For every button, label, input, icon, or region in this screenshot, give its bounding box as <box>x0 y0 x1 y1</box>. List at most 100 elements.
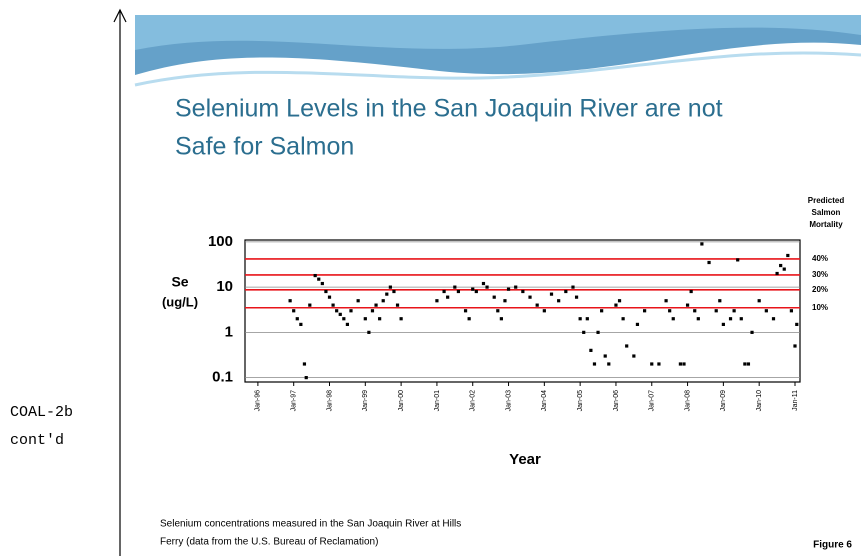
x-tick-label: Jan-97 <box>291 390 298 412</box>
reference-title: Predicted <box>808 196 845 205</box>
data-point <box>743 362 747 366</box>
data-point <box>635 322 640 327</box>
chart-title: Selenium Levels in the San Joaquin River… <box>175 95 723 123</box>
caption: Ferry (data from the U.S. Bureau of Recl… <box>160 537 378 548</box>
data-point <box>485 285 489 289</box>
data-point <box>786 253 790 258</box>
data-point <box>625 344 629 348</box>
data-point <box>308 303 312 307</box>
data-point <box>292 309 296 313</box>
data-point <box>779 263 783 268</box>
data-point <box>356 299 360 303</box>
data-point <box>650 362 654 366</box>
margin-note: COAL-2b <box>10 404 73 421</box>
x-tick-label: Jan-11 <box>792 390 799 411</box>
data-point <box>621 317 625 321</box>
data-point <box>367 330 371 334</box>
x-tick-label: Jan-00 <box>398 390 405 412</box>
data-point <box>682 362 686 366</box>
data-point <box>542 309 546 313</box>
data-point <box>764 309 768 313</box>
data-point <box>718 299 722 303</box>
data-point <box>582 330 586 334</box>
data-point <box>399 317 403 321</box>
data-point <box>617 299 622 303</box>
data-point <box>574 295 579 299</box>
data-point <box>521 289 525 294</box>
x-tick-label: Jan-02 <box>470 390 477 412</box>
data-point <box>793 344 797 348</box>
data-point <box>789 309 794 313</box>
x-tick-label: Jan-08 <box>684 390 691 412</box>
data-point <box>435 299 439 303</box>
data-point <box>693 309 697 313</box>
x-tick-label: Jan-09 <box>720 390 727 412</box>
data-point <box>295 317 299 321</box>
data-point <box>707 260 711 265</box>
data-point <box>782 267 786 271</box>
data-point <box>385 292 389 296</box>
data-point <box>596 330 600 334</box>
x-tick-label: Jan-01 <box>434 390 441 412</box>
y-tick-label: 0.1 <box>212 369 233 386</box>
data-point <box>320 281 324 286</box>
chart-title: Safe for Salmon <box>175 133 354 161</box>
data-point <box>324 289 328 294</box>
data-point <box>302 362 307 366</box>
data-point <box>503 299 507 303</box>
x-tick-label: Jan-05 <box>577 390 584 412</box>
data-point <box>496 309 500 313</box>
data-point <box>728 317 733 321</box>
margin-arrow <box>113 8 127 23</box>
data-point <box>795 322 799 327</box>
y-axis-label: (ug/L) <box>162 294 198 309</box>
data-point <box>739 317 743 321</box>
reference-label: 10% <box>812 303 828 312</box>
data-point <box>535 303 539 307</box>
x-tick-label: Jan-98 <box>326 390 333 412</box>
data-point <box>528 295 532 299</box>
data-point <box>571 285 575 289</box>
data-point <box>721 322 725 327</box>
wave <box>135 15 861 50</box>
reference-label: 20% <box>812 285 828 294</box>
reference-title: Salmon <box>812 208 841 217</box>
data-point <box>345 322 350 327</box>
data-point <box>463 309 468 313</box>
data-point <box>685 303 690 307</box>
data-point <box>467 317 471 321</box>
data-point <box>471 287 475 291</box>
data-point <box>481 281 486 286</box>
data-point <box>632 354 636 358</box>
data-point <box>363 317 367 321</box>
data-point <box>614 303 618 307</box>
data-point <box>607 362 611 366</box>
y-tick-label: 1 <box>225 323 233 340</box>
data-point <box>474 289 478 294</box>
x-tick-label: Jan-10 <box>756 390 763 412</box>
reference-title: Mortality <box>809 220 843 229</box>
data-point <box>585 317 589 321</box>
data-point <box>392 289 396 294</box>
x-tick-label: Jan-96 <box>255 390 262 412</box>
x-axis-label: Year <box>509 451 541 468</box>
data-point <box>514 285 518 289</box>
data-point <box>395 303 400 307</box>
x-tick-label: Jan-99 <box>362 390 369 412</box>
data-point <box>288 299 292 303</box>
data-point <box>671 317 675 321</box>
data-point <box>492 295 496 299</box>
y-axis-label: Se <box>171 274 188 290</box>
data-point <box>600 309 604 313</box>
data-point <box>732 309 736 313</box>
data-point <box>549 292 554 296</box>
y-tick-label: 100 <box>208 233 233 250</box>
reference-label: 30% <box>812 270 828 279</box>
data-point <box>335 309 339 313</box>
x-tick-label: Jan-07 <box>649 390 656 412</box>
data-point <box>299 322 303 327</box>
data-point <box>342 317 346 321</box>
data-point <box>775 271 779 276</box>
data-point <box>338 312 342 316</box>
data-point <box>750 330 754 334</box>
